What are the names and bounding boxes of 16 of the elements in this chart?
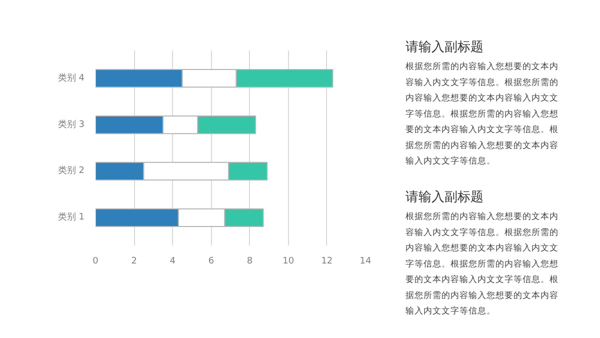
x-tick-label: 10: [282, 256, 294, 266]
text: 根据您所需的内容输入您想要的文本内容输入内文文字等信息。根据您所需的内容输入您想要的文本内容输入内文文字等信息。根据您所需的内容输入您想要的文本内容输入内文文字等信息。根据您所需的内容输入您想要的文本内容输入内文文字等信息。: [406, 61, 558, 166]
x-tick-label: 2: [131, 256, 137, 266]
text: 根据您所需的内容输入您想要的文本内容输入内文文字等信息。根据您所需的内容输入您想要的文本内容输入内文文字等信息。根据您所需的内容输入您想要的文本内容输入内文文字等信息。根据您所需的内容输入您想要的文本内容输入内文文字等信息。: [406, 211, 558, 316]
x-tick-label: 12: [321, 256, 333, 266]
x-tick-label: 0: [92, 256, 99, 266]
y-tick-label: 类别 2: [58, 165, 85, 176]
x-tick-label: 14: [360, 256, 372, 266]
y-tick-label: 类别 4: [58, 72, 85, 84]
x-tick-label: 6: [208, 256, 214, 266]
y-tick-label: 类别 3: [58, 118, 85, 130]
text: 请输入副标题: [406, 190, 484, 205]
y-tick-label: 类别 1: [58, 212, 85, 223]
text: 请输入副标题: [406, 40, 484, 55]
x-tick-label: 4: [170, 256, 176, 266]
x-tick-label: 8: [246, 256, 253, 266]
